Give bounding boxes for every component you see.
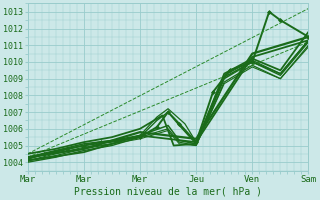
- X-axis label: Pression niveau de la mer( hPa ): Pression niveau de la mer( hPa ): [74, 187, 262, 197]
